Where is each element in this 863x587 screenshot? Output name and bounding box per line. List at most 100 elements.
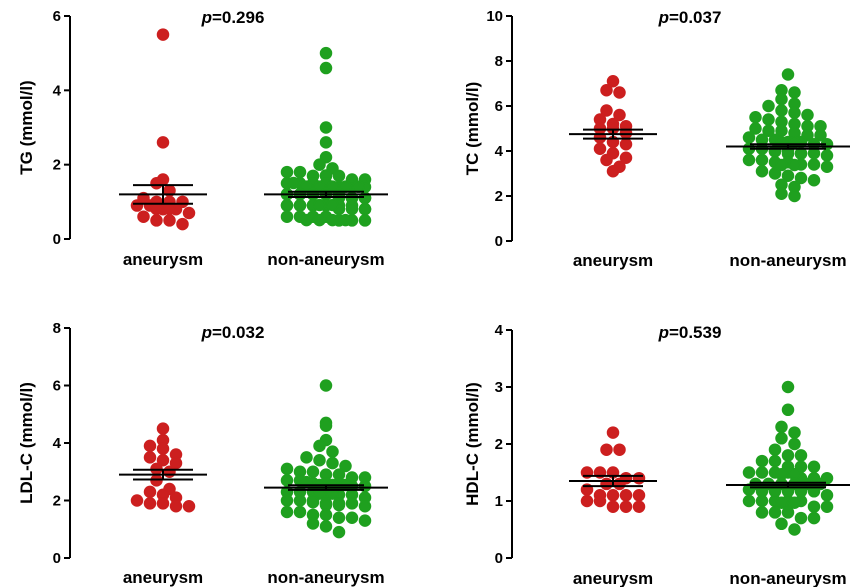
non-aneurysm-point — [280, 165, 294, 179]
y-axis-label: TG (mmol/l) — [17, 80, 36, 174]
non-aneurysm-point — [293, 505, 307, 519]
non-aneurysm-point — [768, 454, 782, 468]
aneurysm-point — [150, 177, 163, 190]
non-aneurysm-point — [755, 153, 769, 167]
non-aneurysm-point — [319, 46, 333, 60]
y-tick-label: 2 — [495, 188, 503, 205]
non-aneurysm-point — [768, 167, 782, 180]
aneurysm-point — [619, 489, 633, 502]
non-aneurysm-point — [332, 169, 346, 183]
y-tick-label: 10 — [486, 8, 503, 25]
non-aneurysm-point — [775, 517, 788, 531]
aneurysm-point — [163, 214, 176, 227]
non-aneurysm-point — [775, 432, 788, 445]
aneurysm-point — [182, 206, 196, 220]
non-aneurysm-point — [339, 213, 352, 227]
y-tick-label: 6 — [495, 98, 503, 115]
non-aneurysm-point — [313, 213, 326, 227]
non-aneurysm-point — [287, 176, 300, 190]
aneurysm-point — [580, 494, 594, 508]
aneurysm-point — [613, 108, 626, 122]
aneurysm-point — [156, 442, 170, 455]
panel-2: 0 2 4 6 8 10 TC (mmol/l) p=0.037 aneurysm non-ane… — [463, 8, 850, 270]
non-aneurysm-point — [775, 420, 788, 434]
y-tick-label: 0 — [495, 550, 503, 567]
non-aneurysm-point — [742, 466, 756, 479]
y-axis-label: LDL-C (mmol/l) — [17, 382, 36, 504]
x-category-label: aneurysm — [123, 568, 203, 587]
non-aneurysm-point — [319, 121, 333, 134]
non-aneurysm-point — [781, 380, 795, 394]
non-aneurysm-point — [280, 494, 294, 507]
aneurysm-point — [606, 75, 620, 88]
aneurysm-point — [150, 214, 163, 227]
aneurysm-point — [613, 86, 626, 99]
non-aneurysm-point — [755, 466, 769, 479]
x-category-label: non-aneurysm — [267, 250, 384, 269]
non-aneurysm-point — [326, 456, 339, 470]
aneurysm-point — [156, 497, 170, 510]
aneurysm-point — [137, 210, 150, 223]
non-aneurysm-point — [755, 454, 769, 468]
y-axis-label: HDL-C (mmol/l) — [463, 382, 482, 506]
non-aneurysm-point — [788, 158, 801, 172]
y-tick-label: 6 — [53, 8, 61, 25]
y-tick-label: 3 — [495, 379, 503, 396]
aneurysm-point — [169, 500, 183, 513]
aneurysm-point — [606, 165, 620, 178]
non-aneurysm-point — [749, 111, 762, 124]
non-aneurysm-point — [300, 213, 313, 227]
non-aneurysm-point — [781, 449, 795, 462]
non-aneurysm-point — [794, 171, 808, 185]
non-aneurysm-point — [755, 506, 769, 519]
non-aneurysm-point — [332, 511, 346, 524]
non-aneurysm-point — [781, 506, 795, 519]
aneurysm-point — [632, 500, 646, 513]
non-aneurysm-point — [358, 514, 372, 527]
non-aneurysm-point — [742, 153, 756, 167]
non-aneurysm-point — [788, 426, 801, 439]
aneurysm-point — [600, 443, 613, 456]
aneurysm-point — [619, 500, 633, 513]
y-tick-label: 2 — [53, 157, 61, 174]
non-aneurysm-point — [345, 511, 359, 524]
non-aneurysm-point — [293, 494, 307, 507]
p-value-title: p=0.296 — [201, 8, 265, 27]
non-aneurysm-point — [319, 419, 333, 432]
aneurysm-point — [163, 202, 176, 216]
aneurysm-point — [619, 138, 633, 151]
non-aneurysm-point — [775, 158, 788, 172]
y-tick-label: 2 — [495, 436, 503, 453]
non-aneurysm-point — [280, 199, 294, 212]
non-aneurysm-point — [788, 523, 801, 536]
non-aneurysm-point — [781, 68, 795, 81]
x-category-label: non-aneurysm — [267, 568, 384, 587]
non-aneurysm-point — [742, 131, 756, 144]
aneurysm-point — [169, 456, 183, 470]
non-aneurysm-point — [775, 496, 788, 509]
non-aneurysm-point — [293, 165, 307, 179]
aneurysm-point — [182, 500, 196, 513]
y-tick-label: 8 — [53, 320, 61, 337]
non-aneurysm-point — [788, 106, 801, 119]
non-aneurysm-point — [313, 439, 326, 453]
non-aneurysm-point — [326, 213, 339, 227]
y-tick-label: 1 — [495, 493, 503, 510]
non-aneurysm-point — [358, 202, 372, 216]
non-aneurysm-point — [820, 160, 834, 173]
aneurysm-point — [606, 489, 620, 502]
non-aneurysm-point — [768, 145, 782, 158]
aneurysm-point — [150, 202, 163, 216]
y-tick-label: 0 — [53, 231, 61, 248]
y-tick-label: 8 — [495, 53, 503, 70]
non-aneurysm-point — [345, 202, 359, 216]
non-aneurysm-point — [742, 494, 756, 508]
aneurysm-point — [143, 497, 157, 510]
non-aneurysm-point — [762, 113, 775, 126]
non-aneurysm-point — [807, 460, 821, 474]
p-value-title: p=0.032 — [201, 323, 265, 342]
aneurysm-point — [593, 142, 607, 155]
non-aneurysm-point — [300, 451, 313, 464]
non-aneurysm-point — [319, 379, 333, 392]
